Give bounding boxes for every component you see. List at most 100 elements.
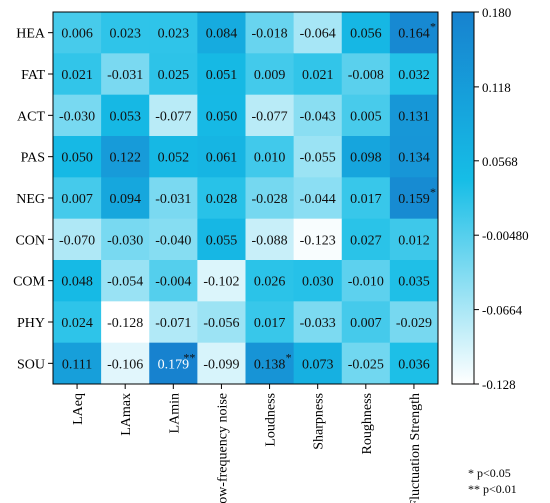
heatmap-cell [341,218,391,261]
heatmap-cell [341,177,391,220]
cell-value-label: 0.021 [61,68,93,83]
heatmap-cell [53,301,102,344]
cell-value-label: -0.029 [396,316,432,331]
heatmap-cell [101,94,150,137]
heatmap-cell [149,218,198,261]
cell-value-label: 0.012 [398,233,430,248]
heatmap-cell [101,136,150,178]
cell-value-label: -0.033 [300,316,336,331]
cell-value-label: 0.138 [254,357,286,372]
heatmap-cell [197,136,246,178]
cell-value-label: 0.021 [302,68,334,83]
heatmap-cell [53,94,102,137]
cell-value-label: -0.031 [107,68,143,83]
row-label: HEA [16,27,46,42]
cell-value-label: 0.017 [350,192,382,207]
cell-value-label: -0.064 [300,27,336,42]
column-label: Roughness [360,393,375,454]
heatmap-cell [101,260,150,302]
cell-value-label: 0.073 [302,357,334,372]
heatmap-cell [293,136,343,178]
heatmap-cell [197,12,246,54]
row-label: ACT [17,109,45,124]
heatmap-cell [245,342,295,385]
cell-value-label: -0.031 [155,192,191,207]
heatmap-cell [101,218,150,261]
heatmap-cell [389,342,439,385]
heatmap-cell [245,260,295,302]
heatmap-cell [389,136,439,178]
cell-value-label: -0.123 [300,233,336,248]
cell-value-label: -0.077 [251,109,287,124]
cell-value-label: 0.035 [398,275,430,290]
column-label: Loudness [264,393,279,447]
cell-value-label: 0.017 [254,316,286,331]
heatmap-cell [149,301,198,344]
heatmap-cell [197,218,246,261]
cell-value-label: -0.030 [107,233,143,248]
heatmap-cell [53,177,102,220]
heatmap-cell [389,301,439,344]
cell-value-label: 0.028 [206,192,238,207]
heatmap-cell [293,342,343,385]
column-label: LAeq [71,393,86,425]
heatmap-cell [149,260,198,302]
cell-value-label: -0.025 [348,357,384,372]
cell-value-label: 0.056 [350,27,382,42]
column-label: LAmin [167,393,182,433]
row-label: FAT [21,68,45,83]
column-label: LAmax [119,393,134,436]
cell-value-label: 0.111 [62,357,92,372]
column-label: low-frequency noise [215,393,230,503]
cell-value-label: -0.040 [155,233,191,248]
cell-value-label: 0.005 [350,109,382,124]
heatmap-cell [389,177,439,220]
column-labels: LAeq LAmax LAmin low-frequency noise Loudnes… [71,384,423,503]
heatmap-cell [149,136,198,178]
cell-value-label: 0.036 [398,357,430,372]
heatmap-cell [293,218,343,261]
heatmap-cell [389,218,439,261]
heatmap-cell [341,260,391,302]
heatmap-cell [53,12,102,54]
cell-value-label: -0.018 [251,27,287,42]
heatmap-cell [149,342,198,385]
significance-mark: * [430,185,436,199]
heatmap-cell [341,12,391,54]
cell-value-label: -0.071 [155,316,191,331]
heatmap-cell [53,218,102,261]
column-label: Sharpness [312,393,327,450]
cell-value-label: -0.004 [155,275,191,290]
cell-value-label: 0.050 [206,109,238,124]
cell-value-label: 0.010 [254,151,286,166]
colorbar: 0.180 0.118 0.0568 -0.00480 -0.0664 -0.128 [451,5,529,392]
heatmap-cell [101,342,150,385]
cell-value-label: 0.007 [61,192,93,207]
heatmap-cell [293,260,343,302]
cell-value-label: 0.048 [61,275,93,290]
column-label: Fluctuation Strength [408,393,423,503]
row-label: PHY [17,316,45,331]
heatmap-cell [53,136,102,178]
heatmap-cell [245,177,295,220]
heatmap-cell [53,260,102,302]
heatmap-cell [293,53,343,96]
cell-value-label: -0.099 [203,357,239,372]
heatmap-cell [293,177,343,220]
cell-value-label: 0.032 [398,68,430,83]
significance-note-p05: * p<0.05 [468,466,511,480]
significance-note-p01: ** p<0.01 [468,482,517,496]
cell-value-label: -0.088 [251,233,287,248]
cell-value-label: 0.084 [206,27,238,42]
cell-value-label: -0.010 [348,275,384,290]
heatmap-cell [245,301,295,344]
cell-value-label: 0.027 [350,233,382,248]
cell-value-label: -0.106 [107,357,143,372]
heatmap-cell [149,94,198,137]
cell-value-label: -0.077 [155,109,191,124]
heatmap-cell [53,53,102,96]
heatmap-cell [197,53,246,96]
cell-value-label: 0.164 [398,27,430,42]
cell-value-label: -0.054 [107,275,143,290]
